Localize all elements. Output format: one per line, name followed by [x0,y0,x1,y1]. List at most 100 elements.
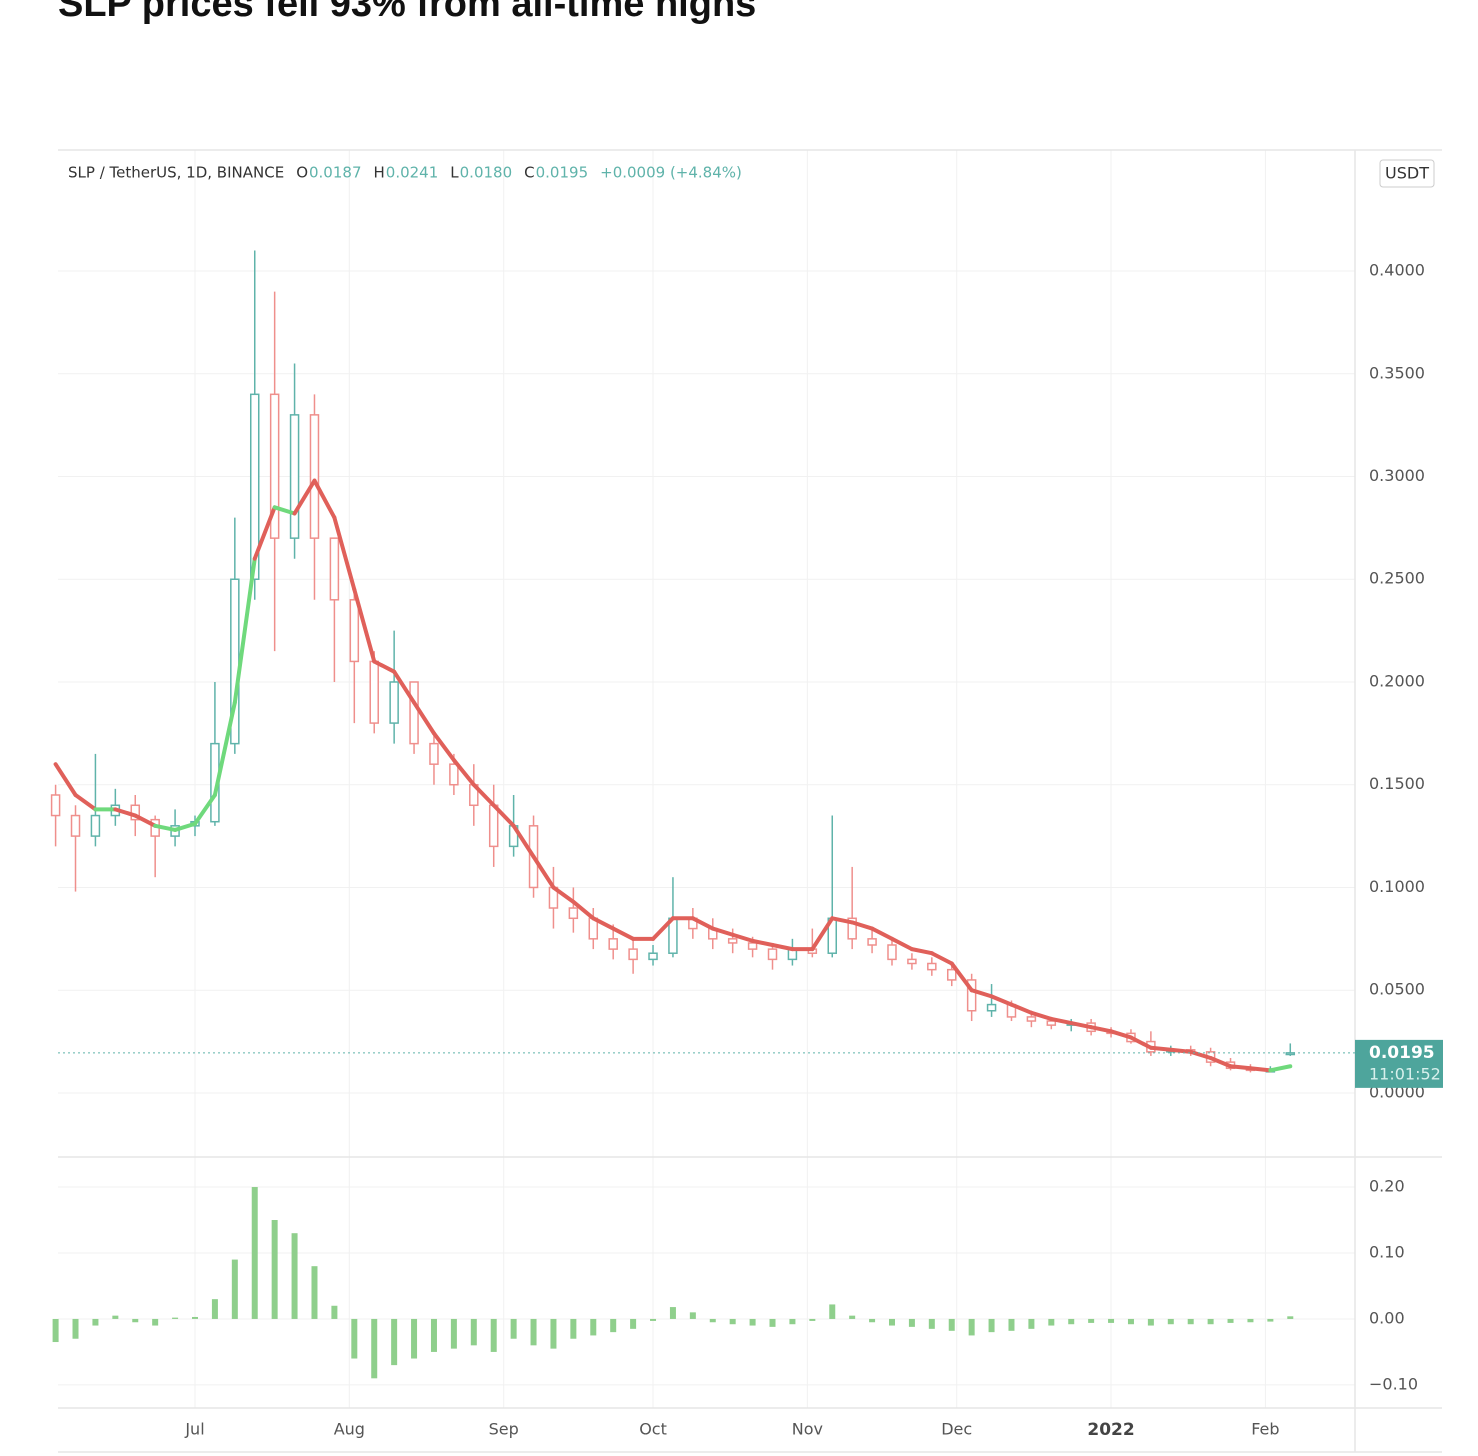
candle-body [946,968,957,981]
moving-average [710,926,735,937]
moving-average [1069,1021,1094,1030]
candle-body [309,414,320,539]
histogram-bar [1127,1318,1134,1325]
legend-value: 0.0180 [460,164,513,182]
y-tick-label: 0.4000 [1369,261,1425,280]
histogram-bar [311,1266,318,1319]
histogram-bar [988,1318,995,1333]
moving-average [192,793,217,826]
moving-average [1248,1066,1273,1073]
candle-body [90,814,101,837]
moving-average [651,916,675,941]
histogram-bar [908,1318,915,1327]
histogram-bar [610,1318,617,1333]
moving-average [929,951,954,966]
y-tick-label: 0.1500 [1369,774,1425,793]
histogram-bar [351,1318,358,1359]
histogram-bar [72,1318,79,1339]
moving-average [292,478,317,516]
moving-average [133,813,158,828]
candle-body [1046,1020,1057,1026]
y-tick-label: 0.00 [1369,1308,1405,1327]
histogram-bar [928,1318,935,1329]
legend-key: L [450,164,459,182]
candle-body [907,958,917,965]
histogram-bar [689,1312,696,1319]
moving-average [53,762,78,797]
moving-average [252,505,277,561]
candle-body [727,938,738,944]
last-price-label: 0.0195 [1369,1043,1435,1063]
histogram-bar [729,1318,736,1325]
candle-body [648,952,658,961]
histogram-bar [132,1318,139,1323]
moving-average [889,936,914,952]
moving-average [969,988,994,999]
legend: SLP / TetherUS, 1D, BINANCE O 0.0187 H 0.024… [68,164,742,182]
moving-average [1089,1025,1114,1034]
candle-body [369,660,379,724]
histogram-bar [1088,1318,1095,1323]
moving-average [531,854,556,890]
histogram-bar [1147,1318,1154,1326]
legend-change: +0.0009 (+4.84%) [600,164,742,182]
candle-body [1285,1052,1296,1056]
moving-average [730,932,755,943]
histogram-bar [968,1318,975,1336]
x-tick-label: Jul [184,1420,204,1439]
histogram-bar [1008,1318,1015,1331]
x-tick-label: Nov [792,1420,823,1439]
y-tick-label: 0.3000 [1369,466,1425,485]
candle-body [70,814,81,837]
candle-body [329,537,340,601]
moving-average [312,478,337,520]
histogram-bar [291,1233,298,1319]
histogram-bar [530,1318,537,1346]
histogram-bar [251,1187,258,1319]
histogram-bar [1167,1318,1174,1325]
histogram-bar [570,1318,577,1339]
histogram-bar [1187,1318,1194,1325]
x-tick-label: Aug [334,1420,365,1439]
x-tick-label: 2022 [1087,1420,1134,1440]
moving-average [1009,1002,1034,1015]
currency: USDT [1385,164,1429,183]
legend-key: O [296,164,308,182]
moving-average [372,659,397,674]
legend-value: 0.0195 [536,164,589,182]
moving-average [1228,1064,1253,1071]
histogram-bar [152,1318,159,1326]
moving-average [272,505,297,516]
y-tick-label: 0.1000 [1369,877,1425,896]
moving-average [173,821,197,832]
candle-body [608,938,618,950]
moving-average [451,758,476,787]
histogram-bar [391,1318,398,1366]
candle-body [429,742,439,765]
moving-average [611,926,636,941]
moving-average [571,899,596,921]
candle-body [349,599,360,663]
histogram-bar [749,1318,756,1326]
histogram-bar [172,1317,179,1319]
histogram-bar [1247,1318,1254,1323]
moving-average [1128,1035,1153,1050]
moving-average [591,916,616,931]
candle-body [986,1003,997,1012]
histogram-bar [1028,1318,1035,1329]
moving-average [830,916,855,925]
y-tick-label: 0.2000 [1369,671,1425,690]
histogram-bar [888,1318,895,1326]
candle-body [927,962,937,971]
histogram-bar [1287,1316,1294,1319]
candle-body [767,948,778,961]
histogram-bar [271,1220,278,1319]
histogram-bar [411,1318,418,1359]
x-tick-label: Feb [1251,1420,1279,1439]
moving-average [471,782,496,808]
moving-average [412,700,436,736]
y-tick-label: −0.10 [1369,1374,1418,1393]
histogram-bar [470,1318,477,1346]
candle-body [887,944,897,961]
legend-value: 0.0187 [309,164,362,182]
